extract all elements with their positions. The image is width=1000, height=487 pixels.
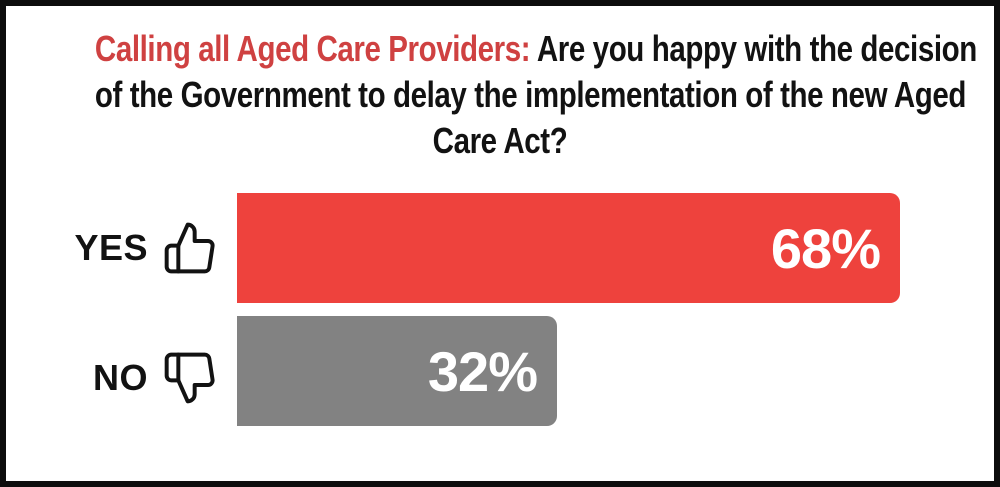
title-line-3: Care Act? xyxy=(432,120,568,161)
yes-label-group: YES xyxy=(6,193,218,303)
poll-content: Calling all Aged Care Providers: Are you… xyxy=(6,6,994,481)
thumbs-down-icon xyxy=(164,352,215,404)
poll-title: Calling all Aged Care Providers: Are you… xyxy=(6,26,994,164)
no-value: 32% xyxy=(427,339,538,403)
yes-value: 68% xyxy=(770,216,881,280)
title-line-2: of the Government to delay the implement… xyxy=(94,74,966,115)
yes-label: YES xyxy=(74,227,148,268)
thumbs-up-icon xyxy=(164,222,215,274)
yes-bar: 68% xyxy=(237,193,900,303)
no-label-group: NO xyxy=(6,323,218,433)
title-question-start: Are you happy with the decision xyxy=(530,28,977,69)
title-highlight: Calling all Aged Care Providers: xyxy=(94,28,531,69)
title-line-1: Calling all Aged Care Providers: Are you… xyxy=(94,26,977,72)
no-label: NO xyxy=(93,357,148,398)
no-bar: 32% xyxy=(237,316,557,426)
